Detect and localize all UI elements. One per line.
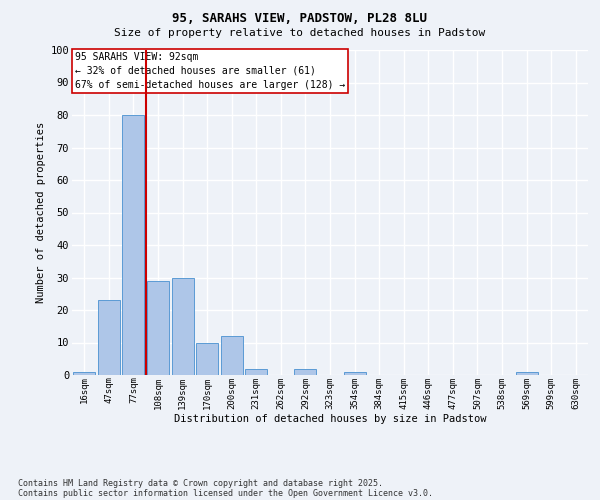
Text: Contains HM Land Registry data © Crown copyright and database right 2025.: Contains HM Land Registry data © Crown c… xyxy=(18,478,383,488)
Text: Size of property relative to detached houses in Padstow: Size of property relative to detached ho… xyxy=(115,28,485,38)
Bar xyxy=(221,336,243,375)
Bar xyxy=(245,368,268,375)
Text: 95, SARAHS VIEW, PADSTOW, PL28 8LU: 95, SARAHS VIEW, PADSTOW, PL28 8LU xyxy=(173,12,427,26)
Bar xyxy=(122,115,145,375)
Bar xyxy=(515,372,538,375)
Bar xyxy=(73,372,95,375)
Bar xyxy=(295,368,316,375)
Bar xyxy=(196,342,218,375)
Bar xyxy=(344,372,365,375)
Y-axis label: Number of detached properties: Number of detached properties xyxy=(37,122,46,303)
Bar xyxy=(98,300,120,375)
Bar xyxy=(147,281,169,375)
Text: 95 SARAHS VIEW: 92sqm
← 32% of detached houses are smaller (61)
67% of semi-deta: 95 SARAHS VIEW: 92sqm ← 32% of detached … xyxy=(74,52,345,90)
X-axis label: Distribution of detached houses by size in Padstow: Distribution of detached houses by size … xyxy=(174,414,486,424)
Text: Contains public sector information licensed under the Open Government Licence v3: Contains public sector information licen… xyxy=(18,488,433,498)
Bar xyxy=(172,278,194,375)
